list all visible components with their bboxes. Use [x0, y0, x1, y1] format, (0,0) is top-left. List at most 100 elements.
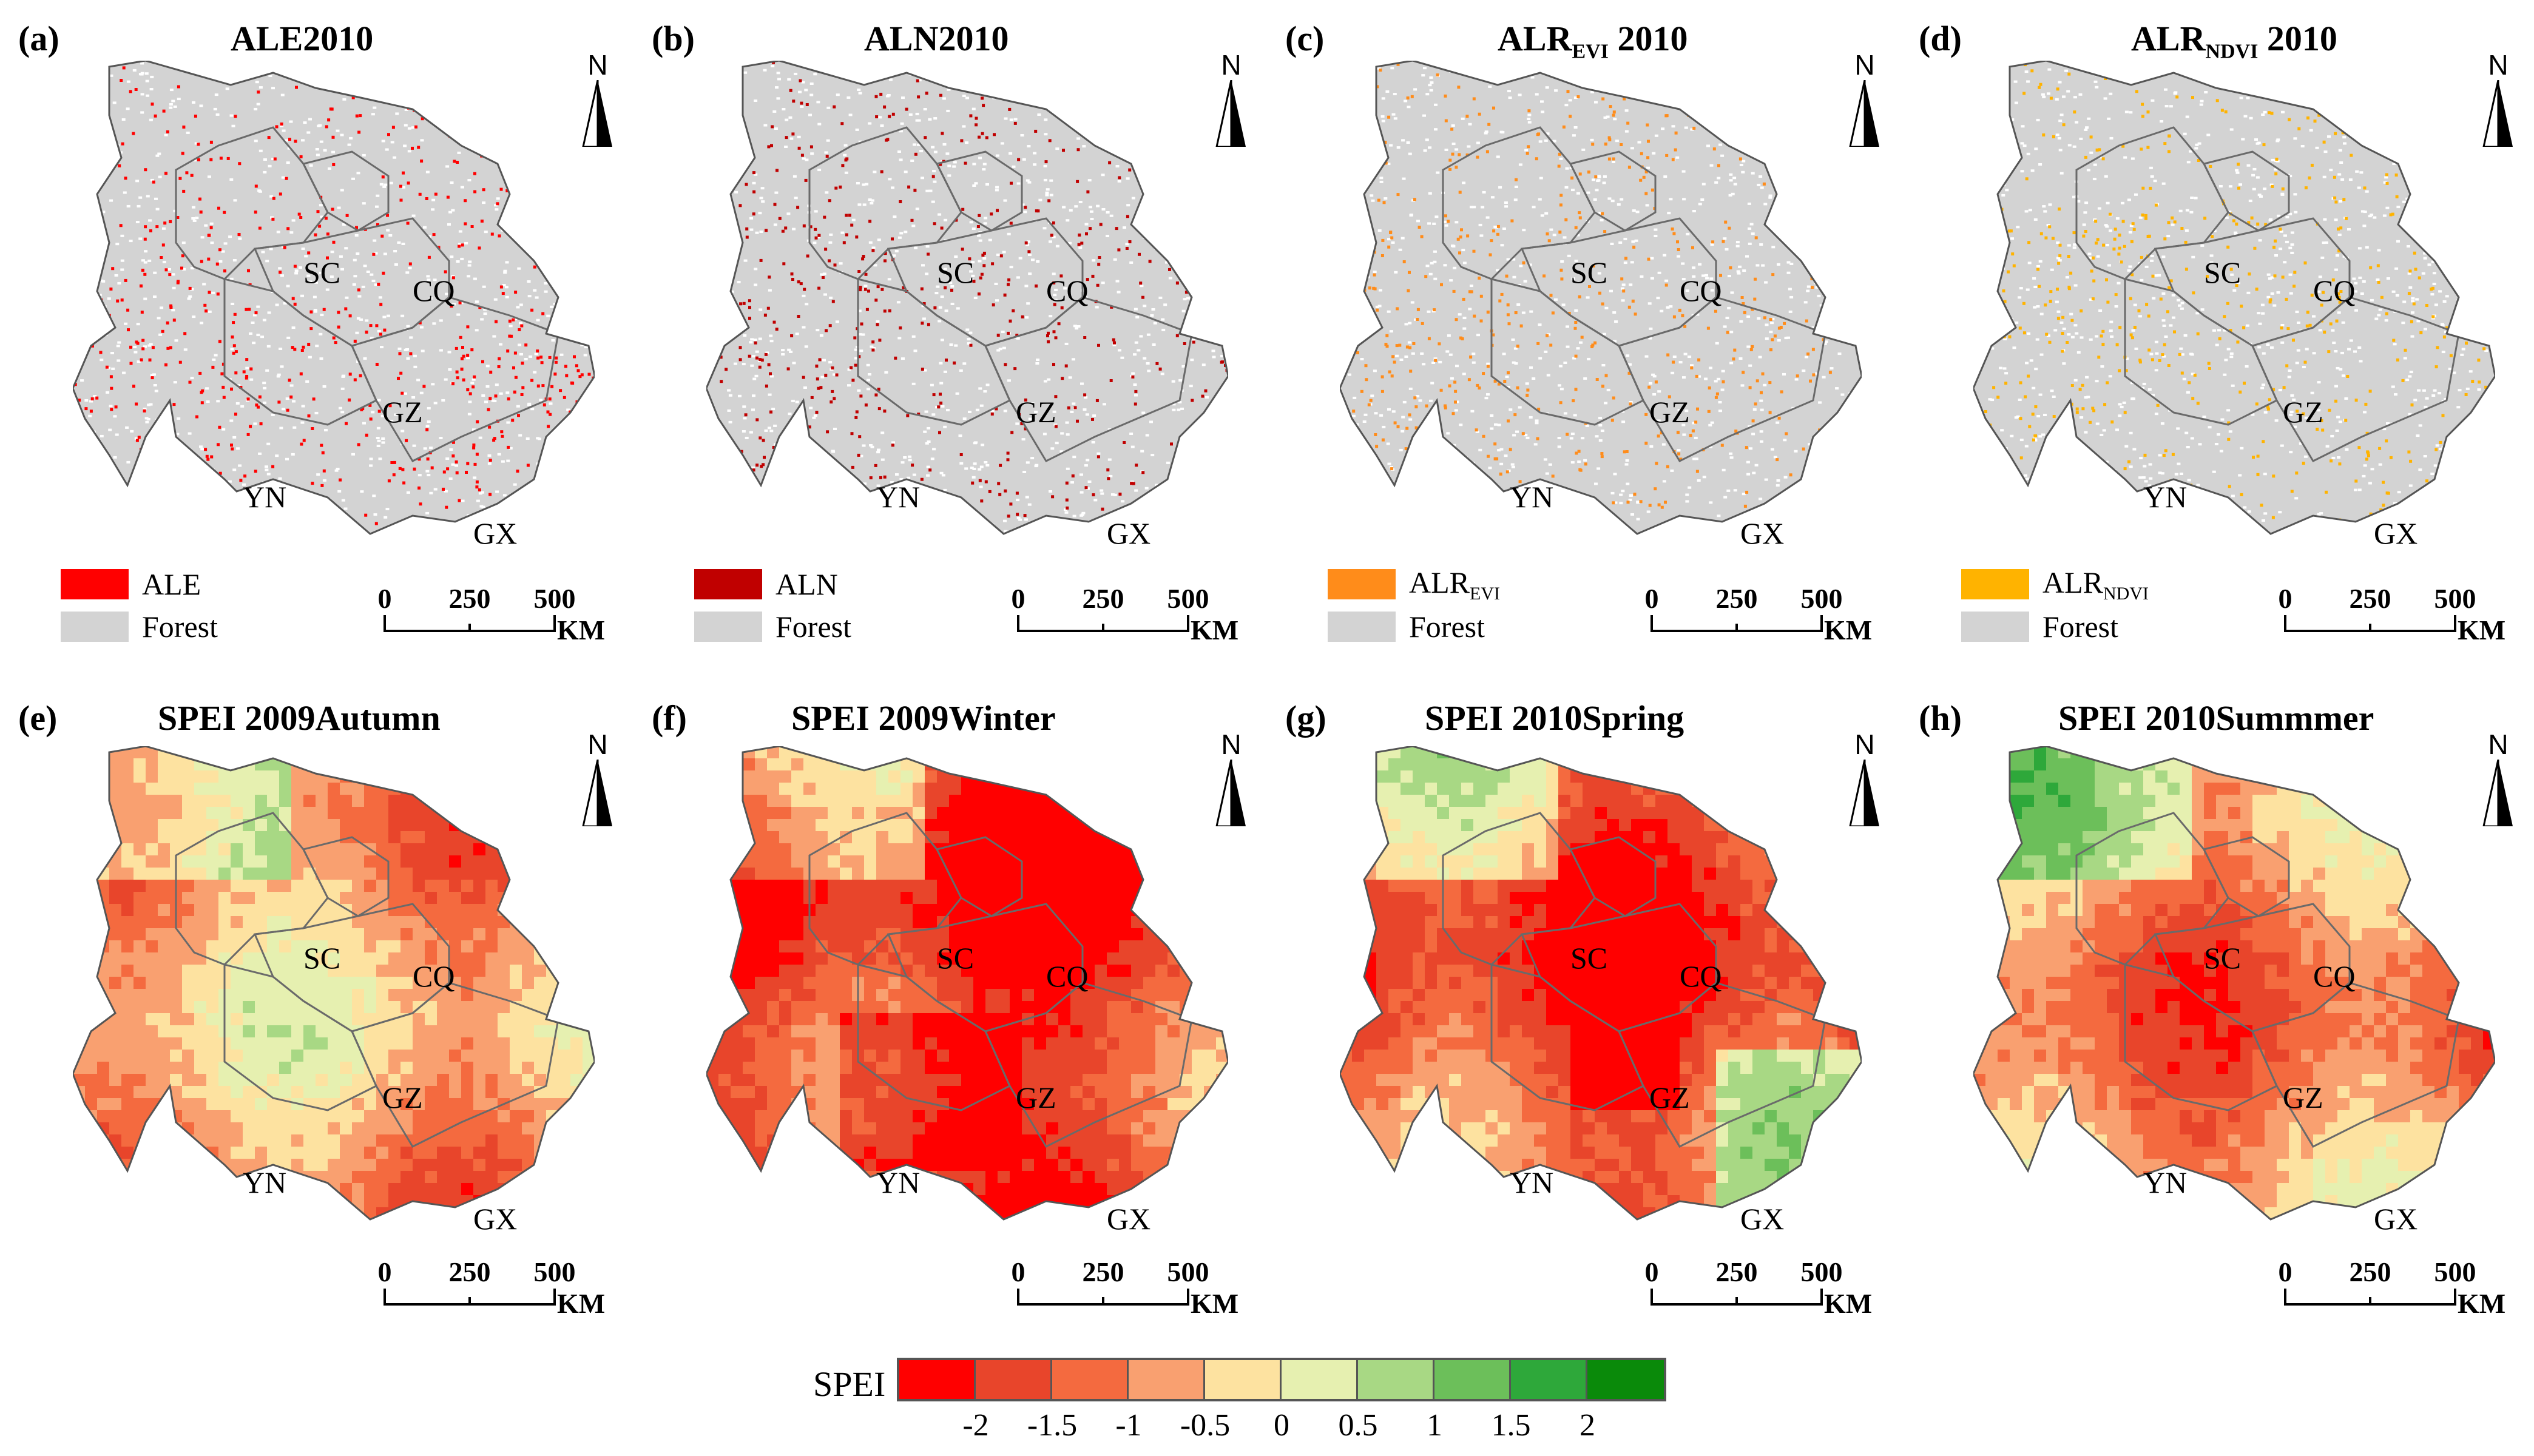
non-forest-pixel — [1150, 454, 1155, 457]
non-forest-pixel — [1752, 408, 1757, 411]
non-forest-pixel — [314, 310, 317, 313]
non-forest-pixel — [1697, 375, 1701, 378]
non-forest-pixel — [115, 243, 120, 246]
loss-pixel — [1546, 232, 1549, 236]
non-forest-pixel — [1624, 528, 1628, 531]
loss-pixel — [1536, 342, 1540, 345]
non-forest-pixel — [802, 294, 806, 297]
non-forest-pixel — [1613, 473, 1617, 476]
non-forest-pixel — [1532, 206, 1536, 209]
non-forest-pixel — [1784, 337, 1788, 340]
loss-pixel — [1412, 342, 1416, 345]
loss-pixel — [1567, 312, 1571, 315]
non-forest-pixel — [580, 459, 584, 462]
loss-pixel — [1181, 252, 1184, 256]
loss-pixel — [1622, 289, 1626, 293]
loss-pixel — [418, 321, 422, 325]
loss-pixel — [78, 399, 81, 402]
non-forest-pixel — [1650, 277, 1654, 280]
loss-pixel — [1580, 335, 1584, 339]
non-forest-pixel — [407, 150, 411, 153]
non-forest-pixel — [502, 494, 507, 497]
non-forest-pixel — [1861, 401, 1862, 404]
non-forest-pixel — [1734, 527, 1737, 530]
non-forest-pixel — [1201, 292, 1205, 295]
non-forest-pixel — [1796, 237, 1800, 240]
non-forest-pixel — [1802, 112, 1806, 115]
non-forest-pixel — [1391, 499, 1395, 502]
non-forest-pixel — [904, 231, 908, 234]
loss-pixel — [584, 500, 587, 504]
non-forest-pixel — [120, 259, 124, 262]
loss-pixel — [814, 236, 818, 240]
non-forest-pixel — [521, 201, 525, 204]
loss-pixel — [215, 61, 218, 65]
loss-pixel — [815, 411, 819, 414]
non-forest-pixel — [719, 75, 723, 78]
non-forest-pixel — [1067, 69, 1072, 72]
non-forest-pixel — [1685, 493, 1689, 496]
non-forest-pixel — [2141, 476, 2146, 479]
non-forest-pixel — [539, 399, 543, 402]
loss-pixel — [1498, 299, 1502, 303]
loss-pixel — [1590, 345, 1594, 348]
non-forest-pixel — [256, 305, 260, 308]
non-forest-pixel — [1489, 489, 1493, 492]
non-forest-pixel — [1530, 76, 1535, 79]
loss-pixel — [1714, 396, 1718, 399]
non-forest-pixel — [2067, 144, 2072, 147]
non-forest-pixel — [1661, 127, 1665, 130]
non-forest-pixel — [171, 99, 175, 103]
loss-pixel — [79, 331, 83, 335]
scale-tick-label: 500 — [533, 583, 576, 614]
non-forest-pixel — [531, 131, 535, 134]
non-forest-pixel — [87, 169, 91, 172]
non-forest-pixel — [2200, 99, 2204, 103]
non-forest-pixel — [1988, 398, 1992, 401]
non-forest-pixel — [1443, 220, 1447, 223]
non-forest-pixel — [878, 116, 882, 119]
non-forest-pixel — [2151, 99, 2155, 102]
non-forest-pixel — [1189, 430, 1194, 433]
non-forest-pixel — [229, 419, 234, 422]
loss-pixel — [1507, 371, 1510, 374]
non-forest-pixel — [1610, 200, 1615, 203]
non-forest-pixel — [857, 203, 862, 206]
non-forest-pixel — [2459, 221, 2463, 224]
loss-pixel — [339, 478, 342, 482]
non-forest-pixel — [828, 241, 833, 244]
non-forest-pixel — [1039, 92, 1044, 95]
non-forest-pixel — [271, 87, 275, 90]
loss-pixel — [197, 143, 200, 146]
loss-pixel — [127, 328, 130, 332]
loss-pixel — [570, 251, 574, 255]
non-forest-pixel — [1756, 132, 1760, 135]
non-forest-pixel — [1849, 199, 1853, 202]
loss-pixel — [160, 256, 163, 259]
loss-pixel — [1188, 275, 1191, 278]
non-forest-pixel — [2147, 388, 2152, 391]
loss-pixel — [580, 410, 584, 413]
non-forest-pixel — [1443, 264, 1447, 267]
loss-pixel — [553, 372, 557, 376]
non-forest-pixel — [954, 255, 958, 258]
loss-pixel — [172, 318, 176, 322]
non-forest-pixel — [1654, 134, 1658, 137]
non-forest-pixel — [147, 403, 151, 406]
loss-pixel — [321, 451, 325, 454]
non-forest-pixel — [328, 167, 331, 170]
non-forest-pixel — [1856, 158, 1860, 161]
non-forest-pixel — [249, 332, 252, 335]
non-forest-pixel — [557, 210, 561, 213]
non-forest-pixel — [1710, 243, 1714, 246]
non-forest-pixel — [2320, 256, 2325, 259]
non-forest-pixel — [1511, 338, 1515, 341]
loss-pixel — [309, 310, 313, 314]
non-forest-pixel — [459, 302, 464, 305]
loss-pixel — [381, 175, 385, 179]
loss-pixel — [1447, 456, 1451, 459]
loss-pixel — [422, 385, 426, 388]
non-forest-pixel — [1414, 318, 1418, 321]
loss-pixel — [402, 171, 405, 175]
non-forest-pixel — [1644, 355, 1649, 358]
